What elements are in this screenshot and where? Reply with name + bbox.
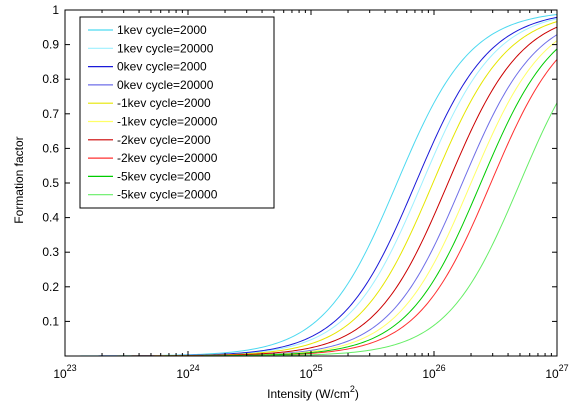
legend-label: -1kev cycle=20000 xyxy=(117,115,218,129)
y-axis-label: Formation factor xyxy=(12,136,26,223)
x-axis-label-end: ) xyxy=(355,387,359,401)
legend-label: 0kev cycle=20000 xyxy=(117,78,214,92)
x-axis-label-superscript: 2 xyxy=(350,384,355,394)
x-tick-label-exponent: 26 xyxy=(436,363,446,373)
y-tick-label: 0.1 xyxy=(42,314,59,328)
legend: 1kev cycle=2000 1kev cycle=20000 0kev cycl… xyxy=(79,16,275,209)
x-tick-label: 1027 xyxy=(545,363,568,381)
x-tick-label-exponent: 24 xyxy=(190,363,200,373)
y-tick-label: 0.6 xyxy=(42,141,59,155)
x-tick-label-base: 10 xyxy=(176,367,190,381)
y-tick-label: 0.8 xyxy=(42,72,59,86)
y-tick-label: 0.4 xyxy=(42,211,59,225)
y-tick-label: 0.5 xyxy=(42,176,59,190)
legend-label: 0kev cycle=2000 xyxy=(117,60,207,74)
y-tick-label: 0.9 xyxy=(42,38,59,52)
y-tick-label: 0.2 xyxy=(42,280,59,294)
legend-label: -1kev cycle=2000 xyxy=(117,96,211,110)
x-axis-label-main: Intensity (W/cm xyxy=(267,387,350,401)
x-tick-label-base: 10 xyxy=(545,367,559,381)
x-tick-label-base: 10 xyxy=(53,367,67,381)
x-axis-label: Intensity (W/cm2) xyxy=(267,384,359,401)
legend-label: 1kev cycle=2000 xyxy=(117,23,207,37)
legend-label: -5kev cycle=2000 xyxy=(117,169,211,183)
legend-label: -5kev cycle=20000 xyxy=(117,188,218,202)
y-tick-label: 1 xyxy=(52,3,59,17)
axes: 1023 1024 1025 1026 10270.10.20.30.40.50.60.… xyxy=(42,3,568,381)
legend-label: 1kev cycle=20000 xyxy=(117,41,214,55)
x-tick-label-exponent: 25 xyxy=(313,363,323,373)
x-tick-label-base: 10 xyxy=(422,367,436,381)
y-tick-label: 0.7 xyxy=(42,107,59,121)
x-tick-label: 1024 xyxy=(176,363,199,381)
x-tick-label-exponent: 23 xyxy=(67,363,77,373)
x-tick-label-exponent: 27 xyxy=(559,363,569,373)
x-tick-label-base: 10 xyxy=(299,367,313,381)
y-tick-label: 0.3 xyxy=(42,245,59,259)
legend-label: -2kev cycle=2000 xyxy=(117,133,211,147)
legend-label: -2kev cycle=20000 xyxy=(117,151,218,165)
x-tick-label: 1025 xyxy=(299,363,322,381)
x-tick-label: 1023 xyxy=(53,363,76,381)
x-tick-label: 1026 xyxy=(422,363,445,381)
